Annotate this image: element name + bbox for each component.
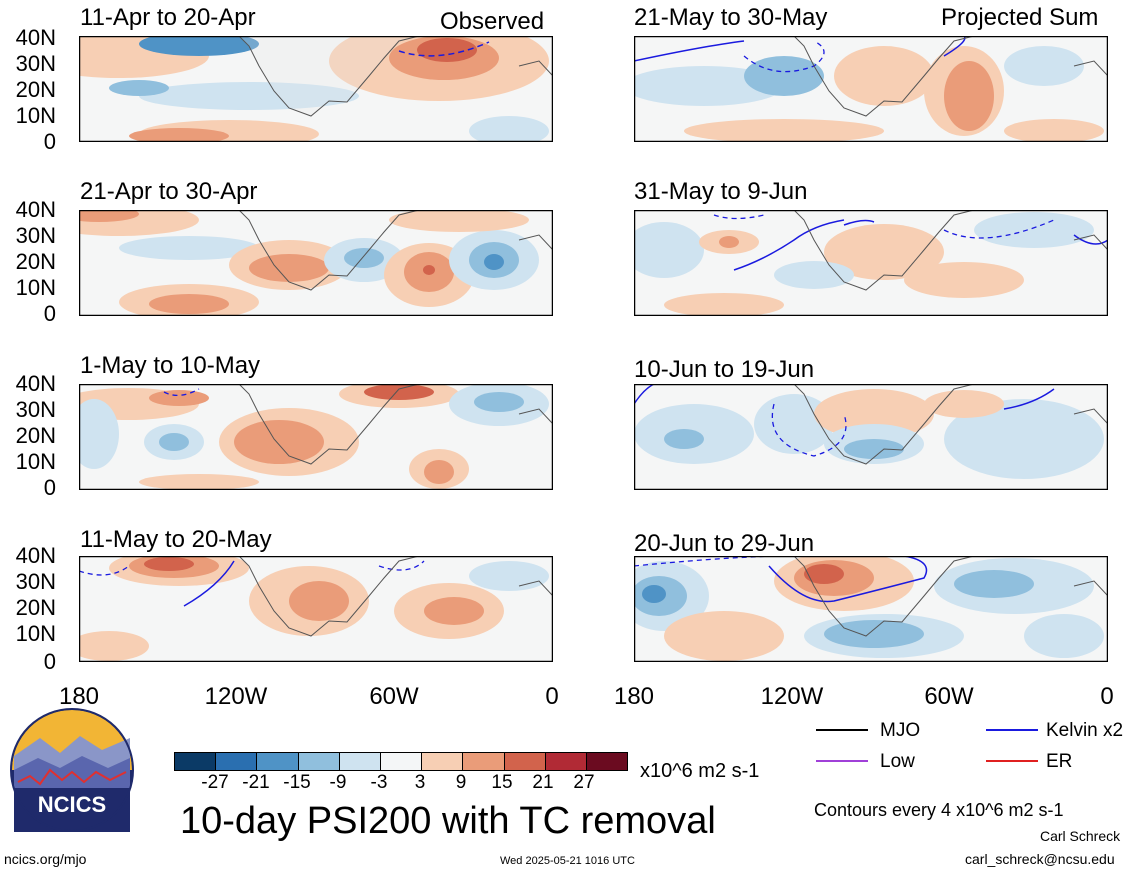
- y-tick-label: 0: [43, 129, 56, 154]
- y-tick-label: 20N: [15, 249, 56, 274]
- colorbar-bin: [585, 753, 628, 770]
- map-panel-right-2: [634, 210, 1108, 316]
- panel-title-right-4: 20-Jun to 29-Jun: [634, 530, 815, 557]
- y-tick-label: 10N: [15, 103, 56, 128]
- projected-sum-label: Projected Sum: [941, 4, 1099, 31]
- author-email: carl_schreck@ncsu.edu: [965, 851, 1115, 867]
- legend-line-kelvin: [986, 729, 1038, 731]
- panel-title-left-3: 1-May to 10-May: [80, 352, 261, 379]
- map-panel-left-1: [79, 36, 553, 142]
- colorbar-label: -3: [370, 772, 388, 793]
- y-tick-label: 30N: [15, 223, 56, 248]
- colorbar-bin: [256, 753, 298, 770]
- colorbar: [174, 752, 628, 771]
- x-tick-label: 0: [1100, 683, 1114, 710]
- map-panel-left-4: [79, 556, 553, 662]
- colorbar-bin: [462, 753, 504, 770]
- map-panel-right-4: [634, 556, 1108, 662]
- panel-title-right-2: 31-May to 9-Jun: [634, 178, 808, 205]
- y-tick-label: 30N: [15, 51, 56, 76]
- colorbar-bin: [297, 753, 339, 770]
- colorbar-label: 15: [491, 772, 513, 793]
- colorbar-label: -15: [283, 772, 311, 793]
- panel-title-left-4: 11-May to 20-May: [80, 526, 272, 553]
- colorbar-label: -21: [242, 772, 270, 793]
- x-tick-label: 120W: [760, 683, 824, 710]
- y-tick-label: 20N: [15, 423, 56, 448]
- y-tick-label: 0: [43, 301, 56, 326]
- ncics-logo: NCICS: [10, 708, 134, 832]
- x-tick-label: 0: [545, 683, 559, 710]
- y-tick-label: 30N: [15, 397, 56, 422]
- colorbar-units: x10^6 m2 s-1: [640, 760, 760, 782]
- colorbar-label: -27: [201, 772, 229, 793]
- y-tick-label: 40N: [15, 25, 56, 50]
- panel-title-left-1: 11-Apr to 20-Apr: [80, 4, 256, 31]
- colorbar-bin: [175, 753, 216, 770]
- y-tick-label: 0: [43, 649, 56, 674]
- legend-label-kelvin: Kelvin x2: [1046, 720, 1124, 741]
- x-tick-label: 60W: [369, 683, 419, 710]
- map-panel-left-2: [79, 210, 553, 316]
- panel-title-left-2: 21-Apr to 30-Apr: [80, 178, 258, 205]
- y-tick-label: 20N: [15, 595, 56, 620]
- y-tick-label: 40N: [15, 371, 56, 396]
- y-tick-label: 40N: [15, 543, 56, 568]
- panel-title-right-1: 21-May to 30-May: [634, 4, 828, 31]
- legend-label-low: Low: [880, 751, 915, 772]
- map-panel-right-3: [634, 384, 1108, 490]
- colorbar-label: 3: [414, 772, 426, 793]
- site-url: ncics.org/mjo: [4, 851, 87, 867]
- panel-title-right-3: 10-Jun to 19-Jun: [634, 356, 815, 383]
- x-tick-label: 120W: [204, 683, 268, 710]
- legend-label-er: ER: [1046, 751, 1073, 772]
- colorbar-bin: [421, 753, 463, 770]
- y-tick-label: 30N: [15, 569, 56, 594]
- colorbar-bin: [379, 753, 422, 770]
- colorbar-bin: [544, 753, 586, 770]
- colorbar-label: -9: [329, 772, 347, 793]
- map-panel-right-1: [634, 36, 1108, 142]
- observed-label: Observed: [440, 8, 545, 35]
- colorbar-label: 21: [532, 772, 554, 793]
- colorbar-label: 9: [455, 772, 467, 793]
- logo-text: NCICS: [38, 792, 106, 817]
- main-title: 10-day PSI200 with TC removal: [180, 800, 716, 842]
- colorbar-bin: [503, 753, 545, 770]
- y-tick-label: 40N: [15, 197, 56, 222]
- x-tick-label: 180: [58, 683, 100, 710]
- legend-line-mjo: [816, 729, 868, 731]
- x-tick-label: 180: [613, 683, 655, 710]
- legend-line-low: [816, 760, 868, 762]
- colorbar-bin: [338, 753, 380, 770]
- y-tick-label: 10N: [15, 275, 56, 300]
- y-tick-label: 20N: [15, 77, 56, 102]
- legend-line-er: [986, 760, 1038, 762]
- y-tick-label: 0: [43, 475, 56, 500]
- y-tick-label: 10N: [15, 449, 56, 474]
- author: Carl Schreck: [1040, 828, 1121, 844]
- y-tick-label: 10N: [15, 621, 56, 646]
- legend-label-mjo: MJO: [880, 720, 921, 741]
- x-tick-label: 60W: [924, 683, 974, 710]
- map-panel-left-3: [79, 384, 553, 490]
- colorbar-label: 27: [573, 772, 595, 793]
- colorbar-bin: [215, 753, 257, 770]
- contours-note: Contours every 4 x10^6 m2 s-1: [814, 800, 1064, 820]
- timestamp: Wed 2025-05-21 1016 UTC: [500, 855, 635, 867]
